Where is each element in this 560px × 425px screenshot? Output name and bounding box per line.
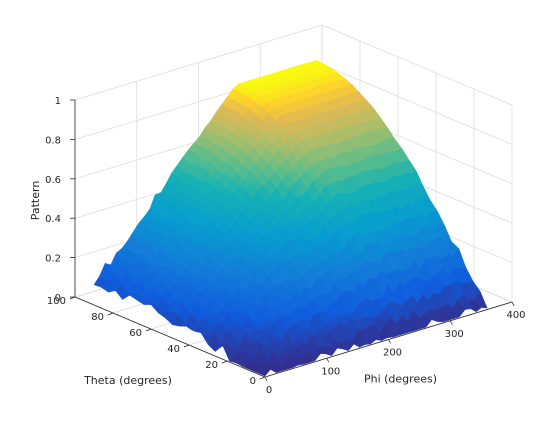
z-tick-label: 0.8 <box>45 135 61 146</box>
x-tick <box>326 358 330 363</box>
z-gridline <box>74 24 513 106</box>
y-tick <box>183 344 190 348</box>
y-axis-label: Theta (degrees) <box>83 374 172 387</box>
y-tick-label: 40 <box>167 344 180 355</box>
x-tick-label: 0 <box>266 385 272 396</box>
x-tick <box>388 339 391 344</box>
x-tick-label: 100 <box>321 366 340 377</box>
y-tick-label: 100 <box>47 296 66 307</box>
y-tick <box>221 360 228 364</box>
z-tick-label: 0.6 <box>45 175 61 186</box>
y-tick <box>107 312 114 316</box>
x-tick <box>511 301 515 307</box>
y-tick-label: 0 <box>250 376 256 387</box>
pattern-surface <box>93 59 488 377</box>
y-tick <box>145 328 152 332</box>
x-tick-label: 300 <box>445 329 464 340</box>
x-tick <box>264 376 268 382</box>
z-tick-label: 0 <box>55 293 61 304</box>
y-tick <box>259 376 266 380</box>
z-tick-label: 1 <box>55 96 61 107</box>
y-axis-line <box>74 296 266 378</box>
x-tick <box>449 320 453 325</box>
y-tick-label: 80 <box>91 312 104 323</box>
z-tick-label: 0.4 <box>45 214 61 225</box>
x-tick-label: 400 <box>506 310 525 321</box>
x-axis-label: Phi (degrees) <box>364 373 437 386</box>
surface-patch <box>257 366 271 377</box>
z-axis-label: Pattern <box>29 181 42 221</box>
x-tick-label: 200 <box>383 348 402 359</box>
y-tick-label: 60 <box>129 328 142 339</box>
z-tick-label: 0.2 <box>45 254 61 265</box>
y-tick-label: 20 <box>205 360 218 371</box>
